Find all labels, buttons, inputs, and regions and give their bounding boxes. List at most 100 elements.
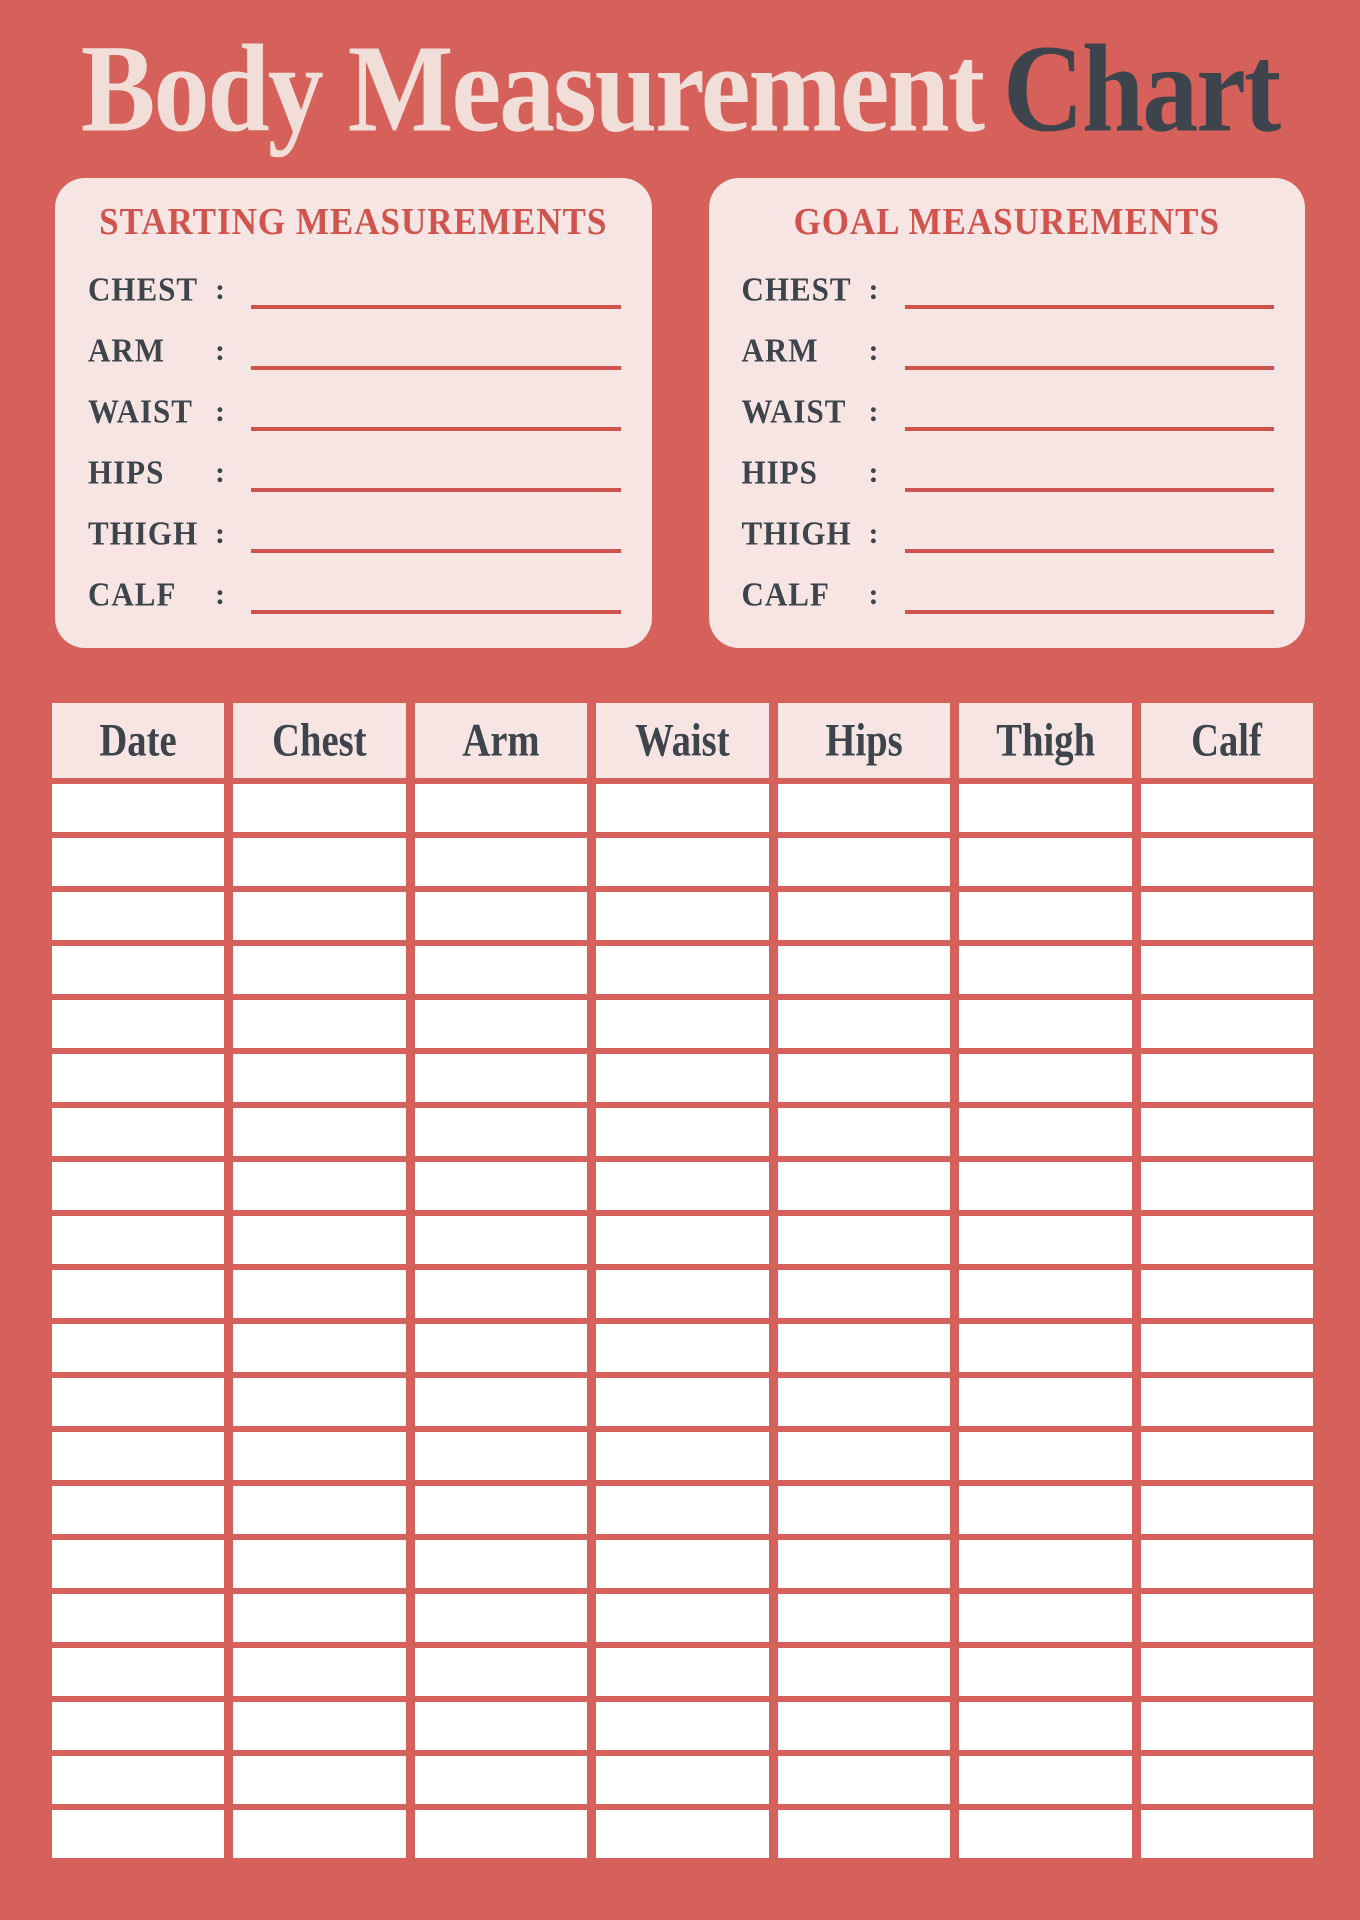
table-cell (52, 1378, 225, 1426)
table-cell (777, 946, 951, 994)
table-cell (414, 1324, 588, 1372)
table-cell (596, 1216, 769, 1264)
table-cell (777, 1810, 951, 1858)
table-cell (777, 1432, 951, 1480)
table-cell (52, 1108, 225, 1156)
field-label: ARM (88, 330, 166, 369)
table-cell (959, 1270, 1132, 1318)
table-cell (959, 1810, 1132, 1858)
field-write-in-line (904, 488, 1274, 492)
starting-measurements-panel: STARTING MEASUREMENTS CHEST: ARM: WAIST: HI… (55, 178, 652, 648)
field-row-chest: CHEST: (709, 263, 1306, 324)
table-cell (959, 1594, 1132, 1642)
table-cell (233, 838, 406, 886)
field-colon: : (215, 577, 225, 611)
field-label: ARM (741, 330, 819, 369)
field-write-in-line (904, 549, 1274, 553)
table-cell (233, 1594, 406, 1642)
table-cell (233, 1270, 406, 1318)
table-cell (233, 1108, 406, 1156)
table-header-label: Waist (635, 715, 730, 766)
field-row-waist: WAIST: (709, 385, 1306, 446)
table-cell (777, 1270, 951, 1318)
table-cell (1140, 1648, 1313, 1696)
table-cell (596, 1810, 769, 1858)
field-row-chest: CHEST: (55, 263, 652, 324)
table-cell (959, 1540, 1132, 1588)
table-cell (52, 1702, 225, 1750)
field-label: CHEST (88, 269, 199, 308)
table-cell (233, 1054, 406, 1102)
field-write-in-line (251, 488, 621, 492)
field-list: CHEST: ARM: WAIST: HIPS: THIGH: CALF: (709, 263, 1306, 629)
field-colon: : (215, 455, 225, 489)
table-cell (1140, 946, 1313, 994)
table-cell (233, 892, 406, 940)
table-cell (777, 1702, 951, 1750)
table-cell (414, 1702, 588, 1750)
table-cell (1140, 1270, 1313, 1318)
field-colon: : (868, 394, 879, 428)
table-cell (959, 784, 1132, 832)
table-header-cell-thigh: Thigh (959, 703, 1132, 778)
field-colon: : (868, 455, 879, 489)
table-cell (414, 1054, 588, 1102)
field-label: THIGH (88, 513, 199, 552)
field-label: WAIST (741, 391, 847, 430)
table-cell (959, 838, 1132, 886)
table-header-label: Thigh (995, 715, 1095, 766)
table-cell (1140, 1216, 1313, 1264)
table-cell (52, 1270, 225, 1318)
table-header-label: Chest (272, 715, 367, 766)
field-row-calf: CALF: (55, 568, 652, 629)
goal-measurements-panel: GOAL MEASUREMENTS CHEST: ARM: WAIST: HIPS: T… (708, 178, 1306, 648)
table-cell (1140, 1756, 1313, 1804)
field-label: CALF (88, 574, 177, 613)
table-cell (52, 1054, 225, 1102)
table-cell (52, 1756, 225, 1804)
table-cell (233, 784, 406, 832)
table-cell (777, 1054, 951, 1102)
panel-title: GOAL MEASUREMENTS (793, 200, 1220, 243)
table-cell (1140, 1108, 1313, 1156)
table-cell (52, 838, 225, 886)
table-cell (596, 1594, 769, 1642)
page-title-dark-part: Chart (1003, 19, 1281, 159)
table-cell (596, 784, 769, 832)
table-cell (777, 1000, 951, 1048)
table-cell (233, 1378, 406, 1426)
table-cell (596, 1108, 769, 1156)
table-cell (1140, 1540, 1313, 1588)
table-cell (1140, 1810, 1313, 1858)
table-cell (959, 1324, 1132, 1372)
table-cell (233, 1216, 406, 1264)
table-cell (959, 1108, 1132, 1156)
panel-title: STARTING MEASUREMENTS (99, 200, 608, 243)
table-cell (596, 1702, 769, 1750)
table-cell (959, 1756, 1132, 1804)
field-label: THIGH (741, 513, 852, 552)
field-list: CHEST: ARM: WAIST: HIPS: THIGH: CALF: (55, 263, 652, 629)
table-cell (414, 1108, 588, 1156)
table-cell (414, 1756, 588, 1804)
field-label: CALF (741, 574, 830, 613)
field-row-thigh: THIGH: (55, 507, 652, 568)
field-write-in-line (904, 366, 1274, 370)
table-cell (777, 1324, 951, 1372)
table-cell (777, 838, 951, 886)
table-cell (959, 892, 1132, 940)
table-cell (1140, 892, 1313, 940)
table-cell (596, 1162, 769, 1210)
table-cell (52, 1216, 225, 1264)
table-cell (596, 1000, 769, 1048)
field-write-in-line (904, 610, 1274, 614)
field-colon: : (868, 516, 879, 550)
table-cell (52, 946, 225, 994)
table-cell (414, 838, 588, 886)
table-cell (233, 1810, 406, 1858)
table-cell (52, 1486, 225, 1534)
table-cell (414, 1216, 588, 1264)
field-write-in-line (251, 427, 621, 431)
field-label: CHEST (741, 269, 852, 308)
table-cell (596, 1648, 769, 1696)
